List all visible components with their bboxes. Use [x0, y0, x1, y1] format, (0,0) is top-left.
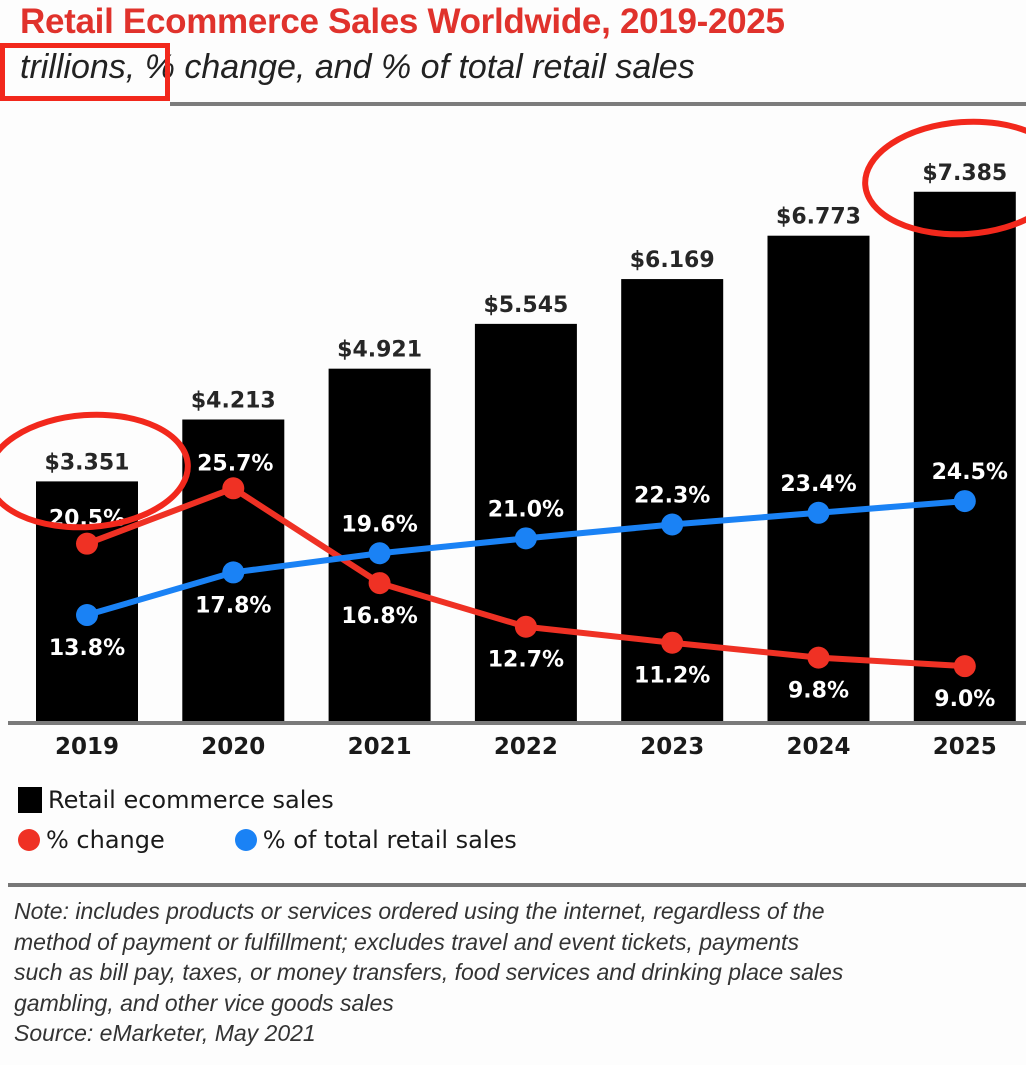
- pct-change-point-2019: [76, 532, 98, 555]
- legend-swatch-share: [234, 829, 257, 851]
- legend-row-1: Retail ecommerce sales: [18, 780, 587, 820]
- bar-value-label-2024: $6.773: [776, 205, 861, 230]
- title-divider: [170, 102, 1026, 106]
- pct-change-label-2024: 9.8%: [788, 679, 849, 704]
- pct-total-point-2025: [953, 490, 976, 513]
- pct-total-point-2021: [368, 542, 391, 565]
- note-line: gambling, and other vice goods sales: [14, 989, 394, 1016]
- legend-label-share: % of total retail sales: [262, 826, 517, 854]
- highlight-circle-2025: [862, 118, 1026, 238]
- legend-row-2: % change % of total retail sales: [18, 820, 587, 860]
- bar-2024: [767, 235, 870, 722]
- pct-change-point-2025: [953, 655, 976, 678]
- bar-value-label-2021: $4.921: [337, 338, 422, 363]
- chart-note: Note: includes products or services orde…: [14, 896, 1024, 1049]
- pct-change-label-2022: 12.7%: [488, 648, 564, 673]
- pct-total-label-2022: 21.0%: [488, 497, 564, 522]
- legend-swatch-change: [18, 829, 40, 851]
- bar-2022: [474, 323, 577, 722]
- pct-total-point-2019: [76, 604, 98, 627]
- legend: Retail ecommerce sales % change % of tot…: [18, 780, 587, 860]
- legend-item-sales: Retail ecommerce sales: [18, 786, 334, 814]
- bar-value-label-2019: $3.351: [45, 450, 130, 475]
- bars-layer: [36, 191, 1016, 722]
- lines-layer: [76, 477, 976, 678]
- pct-change-point-2022: [514, 615, 537, 638]
- pct-total-point-2020: [222, 561, 245, 584]
- x-tick-label-2019: 2019: [55, 734, 119, 760]
- note-line: method of payment or fulfillment; exclud…: [14, 928, 799, 955]
- bar-value-label-2023: $6.169: [630, 248, 715, 273]
- pct-total-label-2023: 22.3%: [634, 484, 710, 509]
- subtitle-unit: trillions,: [20, 48, 136, 86]
- pct-total-label-2025: 24.5%: [932, 460, 1008, 485]
- bar-value-label-2025: $7.385: [922, 161, 1007, 186]
- pct-total-label-2020: 17.8%: [195, 593, 271, 618]
- x-tick-label-2022: 2022: [494, 734, 558, 760]
- x-tick-label-2024: 2024: [786, 734, 850, 760]
- pct-change-point-2023: [661, 631, 684, 654]
- chart-title: Retail Ecommerce Sales Worldwide, 2019-2…: [20, 2, 785, 41]
- pct-change-point-2021: [368, 572, 391, 595]
- pct-change-label-2025: 9.0%: [934, 687, 995, 712]
- highlight-circle-2019: [0, 411, 191, 531]
- pct-total-point-2022: [514, 527, 537, 550]
- pct-change-point-2020: [222, 477, 245, 500]
- pct-change-label-2023: 11.2%: [634, 664, 710, 689]
- annotations-layer: [0, 118, 1026, 531]
- note-divider: [8, 883, 1026, 887]
- legend-label-change: % change: [46, 826, 165, 854]
- pct-change-label-2021: 16.8%: [341, 604, 417, 629]
- pct-change-point-2024: [807, 646, 830, 669]
- x-tick-label-2023: 2023: [640, 734, 704, 760]
- bar-2025: [913, 191, 1016, 722]
- x-tick-label-2020: 2020: [201, 734, 265, 760]
- pct-change-label-2020: 25.7%: [197, 451, 273, 476]
- legend-item-change: % change: [18, 826, 165, 854]
- legend-label-sales: Retail ecommerce sales: [48, 786, 334, 814]
- pct-total-label-2024: 23.4%: [780, 472, 856, 497]
- chart-subtitle: trillions, % change, and % of total reta…: [20, 48, 695, 87]
- labels-layer: $3.351 2019 $4.213 2020 $4.921 2021 $5.545 2022…: [45, 161, 1008, 760]
- note-line: such as bill pay, taxes, or money transf…: [14, 959, 844, 985]
- pct-total-point-2023: [661, 513, 684, 536]
- x-tick-label-2021: 2021: [348, 734, 412, 760]
- subtitle-rest: % change, and % of total retail sales: [135, 48, 695, 86]
- chart-plot: $3.351 2019 $4.213 2020 $4.921 2021 $5.545 2022…: [0, 118, 1026, 760]
- chart-source: Source: eMarketer, May 2021: [14, 1020, 316, 1046]
- x-tick-label-2025: 2025: [933, 734, 997, 760]
- legend-item-share: % of total retail sales: [234, 826, 517, 854]
- legend-swatch-sales: [18, 787, 42, 813]
- bar-value-label-2022: $5.545: [483, 293, 568, 318]
- highlight-box-annotation: [0, 43, 170, 101]
- pct-total-label-2019: 13.8%: [49, 636, 125, 661]
- pct-total-label-2021: 19.6%: [341, 512, 417, 537]
- bar-value-label-2020: $4.213: [191, 389, 276, 414]
- note-line: Note: includes products or services orde…: [14, 898, 825, 924]
- pct-total-point-2024: [807, 501, 830, 524]
